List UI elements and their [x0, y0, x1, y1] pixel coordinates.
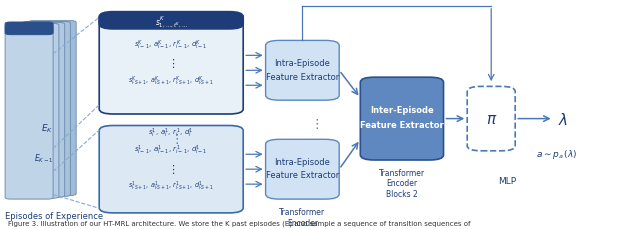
- Text: Feature Extractor: Feature Extractor: [266, 171, 339, 180]
- Text: Transformer: Transformer: [379, 168, 425, 177]
- Text: $\vdots$: $\vdots$: [167, 57, 175, 69]
- Text: Encoder: Encoder: [387, 179, 417, 188]
- FancyBboxPatch shape: [99, 13, 243, 30]
- Text: $s^K_{1, \ldots, t^K, \ldots}$: $s^K_{1, \ldots, t^K, \ldots}$: [155, 14, 188, 30]
- Text: MLP: MLP: [498, 176, 516, 185]
- Text: $\vdots$: $\vdots$: [310, 117, 319, 131]
- Text: $\vdots$: $\vdots$: [167, 162, 175, 175]
- Text: Blocks 2: Blocks 2: [386, 189, 418, 198]
- Text: Intra-Episode: Intra-Episode: [275, 157, 330, 166]
- Text: $s^1_i,\, a^1_i,\, r^1_i,\, d^1_i$: $s^1_i,\, a^1_i,\, r^1_i,\, d^1_i$: [148, 126, 194, 139]
- FancyBboxPatch shape: [467, 87, 515, 151]
- Text: Feature Extractor: Feature Extractor: [266, 72, 339, 81]
- FancyBboxPatch shape: [360, 78, 444, 160]
- FancyBboxPatch shape: [17, 23, 65, 197]
- Text: $\pi$: $\pi$: [486, 112, 497, 127]
- Text: $s^1_{i{\cdot}S+1},\, a^1_{i{\cdot}S+1},\, r^1_{i{\cdot}S+1},\, d^1_{i{\cdot}S+1: $s^1_{i{\cdot}S+1},\, a^1_{i{\cdot}S+1},…: [129, 179, 214, 192]
- FancyBboxPatch shape: [11, 24, 59, 198]
- FancyBboxPatch shape: [99, 126, 243, 213]
- Text: Inter-Episode: Inter-Episode: [370, 105, 434, 114]
- FancyBboxPatch shape: [22, 22, 70, 196]
- Text: Transformer: Transformer: [279, 207, 326, 216]
- Text: $s^K_{i-1},\, a^K_{i-1},\, r^K_{i-1},\, d^K_{i-1}$: $s^K_{i-1},\, a^K_{i-1},\, r^K_{i-1},\, …: [134, 38, 208, 51]
- Text: $s^K_{i{\cdot}S+1},\, a^K_{i{\cdot}S+1},\, r^K_{i{\cdot}S+1},\, d^K_{i{\cdot}S+1: $s^K_{i{\cdot}S+1},\, a^K_{i{\cdot}S+1},…: [129, 75, 214, 88]
- Text: Episodes of Experience: Episodes of Experience: [5, 211, 103, 220]
- Text: Blocks 1: Blocks 1: [287, 228, 318, 229]
- Text: $\lambda$: $\lambda$: [558, 111, 568, 127]
- FancyBboxPatch shape: [266, 140, 339, 199]
- Text: Encoder: Encoder: [287, 218, 318, 227]
- Text: Figure 3. Illustration of our HT-MRL architecture. We store the K past episodes : Figure 3. Illustration of our HT-MRL arc…: [8, 219, 470, 226]
- FancyBboxPatch shape: [99, 14, 243, 114]
- FancyBboxPatch shape: [266, 41, 339, 101]
- Text: $E_{K-1}$: $E_{K-1}$: [34, 152, 53, 164]
- Text: $a \sim p_a\,(\lambda)$: $a \sim p_a\,(\lambda)$: [536, 147, 577, 160]
- Text: $s^1_{i-1},\, a^1_{i-1},\, r^1_{i-1},\, d^1_{i-1}$: $s^1_{i-1},\, a^1_{i-1},\, r^1_{i-1},\, …: [134, 143, 208, 157]
- FancyBboxPatch shape: [5, 25, 53, 199]
- Text: $E_K$: $E_K$: [40, 122, 53, 134]
- Text: Intra-Episode: Intra-Episode: [275, 58, 330, 68]
- Text: $\vdots$: $\vdots$: [170, 132, 179, 145]
- FancyBboxPatch shape: [5, 23, 53, 35]
- FancyBboxPatch shape: [28, 22, 76, 196]
- Text: Feature Extractor: Feature Extractor: [360, 120, 444, 129]
